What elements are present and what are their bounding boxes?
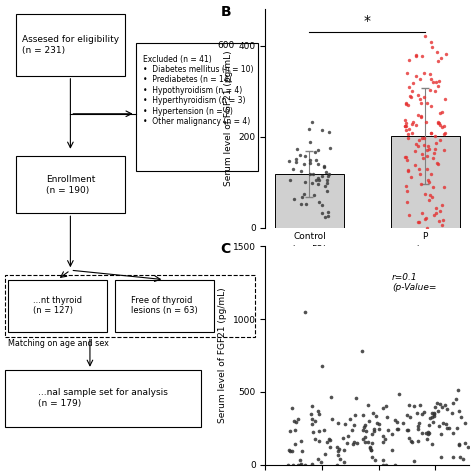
Point (321, 182, 328, 190)
Point (405, 401, 413, 409)
Point (315, 176, 322, 184)
Point (298, 193, 306, 201)
Point (343, 439, 351, 447)
Point (402, 182, 410, 190)
Point (334, 447, 342, 455)
Point (324, 172, 331, 180)
Point (389, 430, 396, 438)
Point (309, 171, 317, 178)
Point (340, 458, 348, 465)
Point (305, 125, 313, 133)
Point (286, 176, 293, 184)
Point (413, 410, 420, 417)
Point (434, 161, 441, 168)
Point (286, 447, 293, 455)
Point (314, 180, 321, 187)
Text: Assesed for eligibility
(n = 231): Assesed for eligibility (n = 231) (22, 36, 119, 55)
Point (401, 122, 409, 130)
Point (438, 108, 445, 116)
Point (364, 438, 371, 446)
Point (297, 151, 304, 159)
Point (430, 211, 438, 219)
Point (436, 119, 443, 127)
Point (437, 207, 444, 214)
Point (346, 415, 354, 422)
Point (425, 428, 432, 436)
Point (442, 420, 450, 428)
Point (416, 75, 424, 83)
Point (373, 419, 381, 427)
Point (370, 425, 377, 433)
Point (359, 411, 367, 419)
Point (368, 453, 376, 461)
Bar (275, 174, 344, 228)
Point (439, 419, 447, 427)
Point (379, 432, 387, 439)
Point (326, 144, 334, 152)
Point (455, 386, 462, 394)
Bar (391, 136, 460, 228)
Point (360, 423, 368, 431)
Point (408, 120, 415, 128)
Point (421, 32, 428, 40)
Point (289, 404, 296, 412)
Point (424, 143, 431, 150)
Point (423, 224, 430, 231)
Point (432, 79, 439, 86)
Point (301, 461, 309, 468)
Point (368, 430, 376, 438)
Point (443, 425, 450, 432)
Point (367, 446, 375, 454)
Point (366, 444, 374, 451)
Point (435, 218, 443, 225)
Point (403, 156, 411, 164)
Point (366, 444, 374, 451)
Point (318, 127, 326, 134)
Point (402, 100, 410, 108)
Point (328, 415, 336, 423)
Point (420, 141, 428, 148)
Point (441, 95, 448, 103)
Point (412, 140, 420, 148)
Point (419, 70, 427, 77)
Point (428, 193, 436, 201)
Point (429, 155, 437, 162)
Point (422, 118, 430, 126)
Point (289, 165, 296, 173)
Point (323, 438, 330, 446)
Point (422, 215, 429, 223)
Point (296, 456, 304, 464)
Point (423, 153, 431, 160)
Point (441, 129, 449, 137)
Point (426, 191, 434, 198)
Text: 600: 600 (218, 41, 235, 50)
Point (434, 118, 441, 126)
Point (312, 176, 319, 184)
Point (320, 162, 328, 170)
Point (408, 87, 416, 95)
Point (326, 444, 334, 451)
Point (419, 134, 426, 142)
Point (292, 159, 300, 166)
Point (453, 425, 461, 432)
Point (303, 200, 310, 208)
Point (392, 461, 399, 468)
Point (431, 410, 438, 418)
Text: Excluded (n = 41)
•  Diabetes mellitus (n = 10)
•  Prediabetes (n = 14)
•  Hypot: Excluded (n = 41) • Diabetes mellitus (n… (144, 55, 254, 126)
Point (433, 49, 440, 56)
Point (291, 427, 298, 434)
Point (335, 445, 343, 453)
Point (404, 167, 412, 175)
Point (297, 461, 305, 468)
Point (286, 427, 294, 435)
Point (414, 218, 421, 226)
Point (306, 171, 313, 178)
Point (420, 134, 428, 142)
Text: B: B (220, 5, 231, 19)
Point (442, 50, 449, 57)
Point (429, 419, 437, 426)
Point (337, 455, 344, 462)
Point (434, 57, 442, 65)
Point (407, 438, 415, 445)
Point (339, 434, 346, 442)
